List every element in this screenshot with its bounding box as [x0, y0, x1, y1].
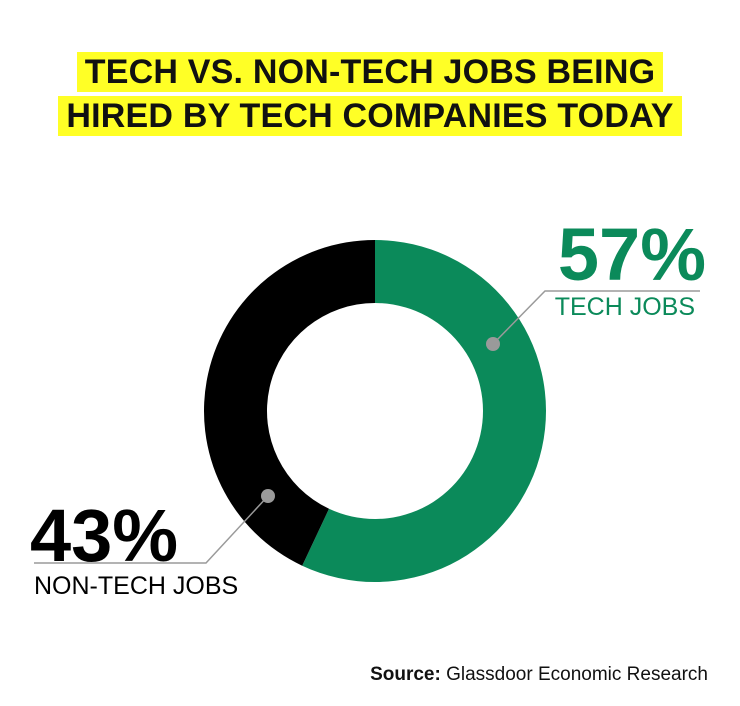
source-note: Source: Glassdoor Economic Research — [370, 664, 708, 686]
value-label-tech: 57% — [558, 213, 706, 296]
callout-dot-nontech — [261, 489, 275, 503]
callout-line-tech — [492, 290, 700, 345]
source-label: Source: — [370, 664, 441, 685]
title-line-1: TECH VS. NON-TECH JOBS BEING — [76, 52, 664, 92]
slice-non-tech-jobs — [203, 240, 375, 566]
callout-line-nontech — [34, 495, 269, 564]
title-line-2: HIRED BY TECH COMPANIES TODAY — [58, 96, 682, 136]
source-text: Glassdoor Economic Research — [446, 664, 708, 685]
chart-title: TECH VS. NON-TECH JOBS BEING HIRED BY TE… — [0, 52, 740, 140]
value-label-nontech: 43% — [30, 494, 178, 577]
callout-dot-tech — [486, 337, 500, 351]
slice-tech-jobs — [302, 240, 546, 582]
category-label-nontech: NON-TECH JOBS — [34, 572, 238, 600]
category-label-tech: TECH JOBS — [555, 293, 695, 321]
